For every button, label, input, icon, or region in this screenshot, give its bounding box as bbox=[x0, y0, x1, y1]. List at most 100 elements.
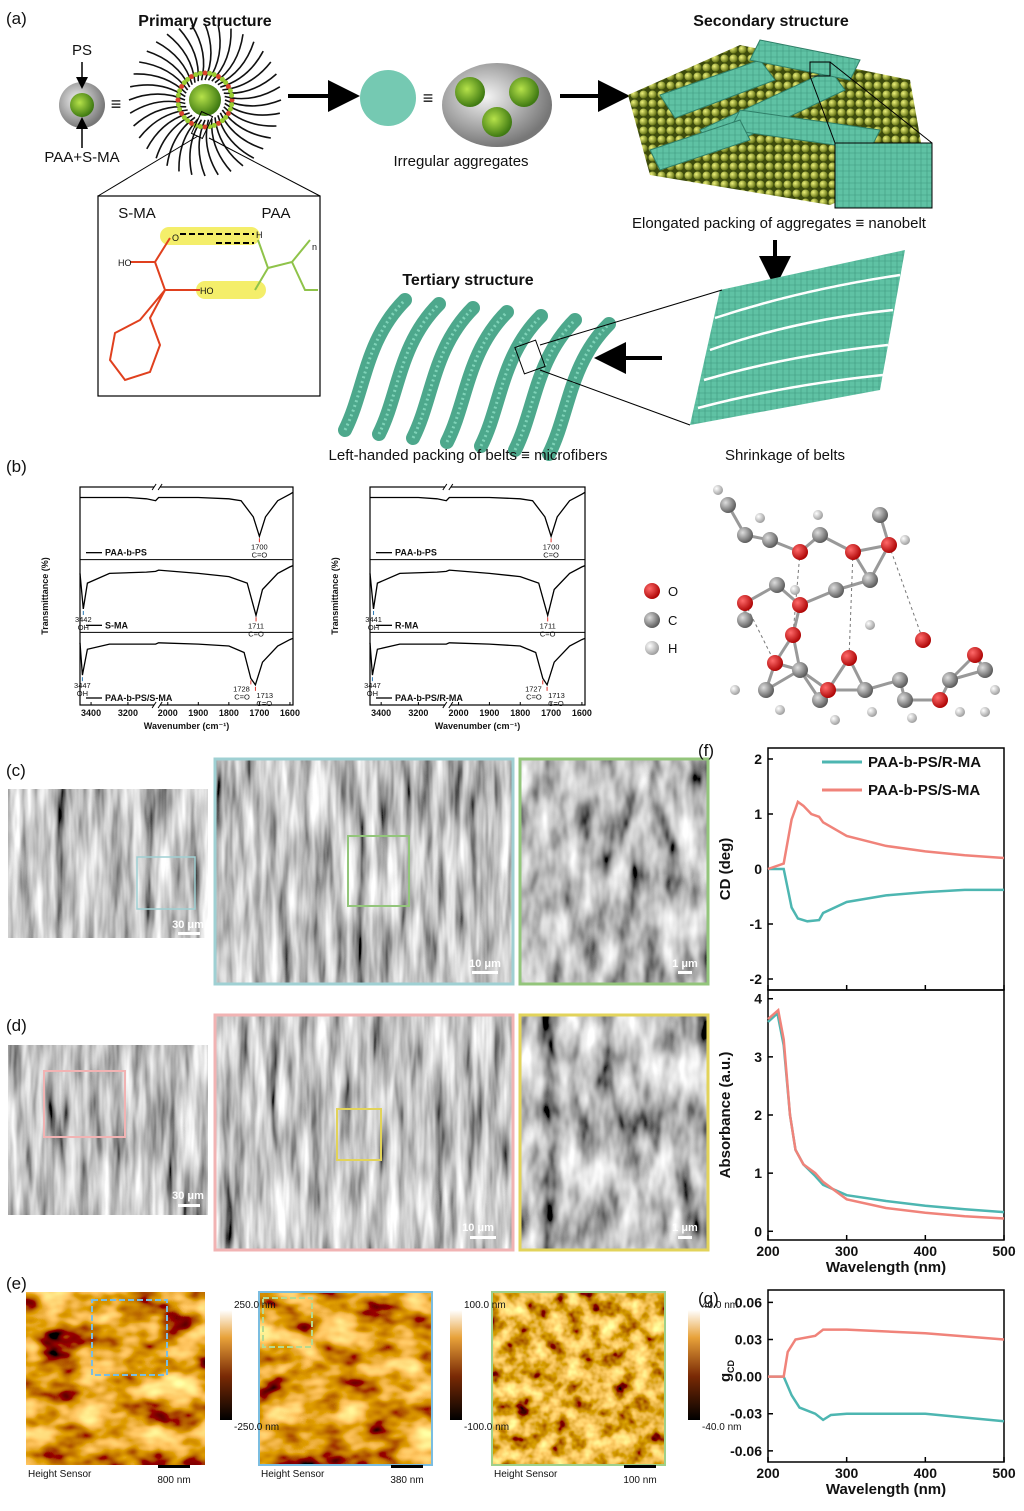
peak-group: C=O bbox=[234, 692, 250, 701]
scale-bar bbox=[470, 1236, 496, 1239]
atom-o bbox=[792, 597, 808, 613]
x-tick-label: 1900 bbox=[188, 708, 208, 718]
scale-label: 10 μm bbox=[469, 958, 501, 970]
bead bbox=[225, 111, 231, 116]
scale-label: 380 nm bbox=[390, 1475, 423, 1486]
bead bbox=[207, 70, 213, 76]
image-border bbox=[518, 1013, 710, 1252]
atom-h bbox=[830, 715, 840, 725]
polymer-chain bbox=[224, 99, 282, 107]
belt-gaps bbox=[697, 273, 901, 410]
y-axis-label: Transmittance (%) bbox=[330, 557, 340, 635]
axis-break bbox=[442, 701, 454, 709]
peak-group: OH bbox=[78, 623, 89, 632]
peak-group: C=O bbox=[540, 629, 556, 638]
label: PAA+S-MA bbox=[44, 149, 119, 166]
atom-o bbox=[841, 650, 857, 666]
scale-label: 30 μm bbox=[172, 919, 204, 931]
peak-group: OH bbox=[368, 623, 379, 632]
legend-label: S-MA bbox=[105, 620, 128, 630]
bead bbox=[177, 106, 183, 112]
bead bbox=[216, 120, 221, 126]
fiber-texture bbox=[343, 298, 407, 431]
series-line bbox=[768, 867, 1004, 923]
panel-label: (d) bbox=[6, 1016, 27, 1035]
panel-a: (a) PS PAA+S-MA ≡ Primary structure S-MA… bbox=[6, 9, 933, 464]
chem-label: O bbox=[172, 233, 179, 243]
scale-bar bbox=[678, 971, 692, 974]
atom-c bbox=[942, 672, 958, 688]
colorbar bbox=[688, 1310, 700, 1420]
scale-label: 30 μm bbox=[172, 1190, 204, 1202]
scale-bar bbox=[472, 971, 498, 974]
zoom-line bbox=[809, 75, 836, 144]
inset bbox=[834, 142, 933, 209]
atom-h bbox=[790, 585, 800, 595]
bead bbox=[177, 88, 183, 94]
atom-c bbox=[812, 527, 828, 543]
heading: Primary structure bbox=[138, 13, 271, 30]
polymer-chain bbox=[210, 118, 232, 172]
bead bbox=[225, 84, 231, 89]
legend-atom bbox=[644, 612, 660, 628]
polymer-chain bbox=[166, 33, 196, 83]
polymer-chain bbox=[223, 73, 277, 95]
x-tick-label: 3200 bbox=[408, 708, 428, 718]
y-tick-label: 0 bbox=[754, 861, 762, 877]
image-border bbox=[213, 1013, 515, 1252]
x-tick-label: 1600 bbox=[280, 708, 300, 718]
bead bbox=[179, 84, 185, 89]
y-tick-label: 1 bbox=[754, 1165, 762, 1181]
polymer-chain bbox=[155, 114, 193, 159]
peak-value: 3447 bbox=[74, 681, 91, 690]
shrunk-belts bbox=[690, 250, 905, 425]
atom-o bbox=[932, 692, 948, 708]
bead bbox=[185, 118, 191, 124]
legend-label: H bbox=[668, 641, 677, 656]
peak-value: 1713 bbox=[256, 691, 273, 700]
zoom-box bbox=[190, 110, 214, 140]
y-tick-label: 0.06 bbox=[735, 1294, 762, 1310]
atom-c bbox=[892, 672, 908, 688]
spectrum bbox=[80, 491, 294, 539]
afm-image bbox=[26, 1292, 205, 1465]
caption: Left-handed packing of belts ≡ microfibe… bbox=[329, 447, 608, 464]
polymer-chain bbox=[219, 112, 264, 150]
polymer-chain bbox=[224, 102, 281, 116]
fiber-texture bbox=[445, 310, 509, 443]
atom-c bbox=[769, 577, 785, 593]
x-axis-label: Wavenumber (cm⁻¹) bbox=[435, 721, 520, 731]
x-axis-label: Wavelength (nm) bbox=[826, 1259, 946, 1276]
axis-break-gap bbox=[444, 703, 451, 707]
plot-frame bbox=[767, 989, 1005, 1241]
peak-group: C=O bbox=[252, 550, 268, 559]
zoom-box bbox=[809, 61, 831, 77]
bead bbox=[197, 124, 203, 130]
atom-h bbox=[990, 685, 1000, 695]
colorbar-max: 250.0 nm bbox=[234, 1300, 276, 1311]
label: PAA bbox=[262, 205, 291, 222]
bead bbox=[219, 118, 225, 124]
chem-label: n bbox=[312, 242, 317, 252]
zoom-box bbox=[347, 835, 410, 907]
peak-value: 1711 bbox=[248, 621, 264, 630]
fiber-texture bbox=[513, 318, 577, 451]
core bbox=[509, 77, 539, 107]
y-tick-label: -0.06 bbox=[730, 1443, 762, 1459]
peak-value: 1700 bbox=[543, 542, 560, 551]
hbond-highlight bbox=[196, 281, 266, 299]
legend-label: PAA-b-PS bbox=[105, 548, 147, 558]
atom-h bbox=[900, 535, 910, 545]
atom-c bbox=[828, 582, 844, 598]
zoom-box bbox=[514, 339, 546, 375]
afm-image bbox=[259, 1292, 432, 1465]
y-tick-label: 2 bbox=[754, 751, 762, 767]
nanobelt bbox=[659, 59, 776, 119]
y-axis-label-main: g bbox=[717, 1373, 734, 1382]
polymer-chain bbox=[189, 119, 203, 176]
bead bbox=[181, 114, 187, 120]
colorbar bbox=[220, 1310, 232, 1420]
zoom-line bbox=[208, 137, 321, 197]
legend-atom bbox=[645, 641, 659, 655]
atom-o bbox=[967, 647, 983, 663]
